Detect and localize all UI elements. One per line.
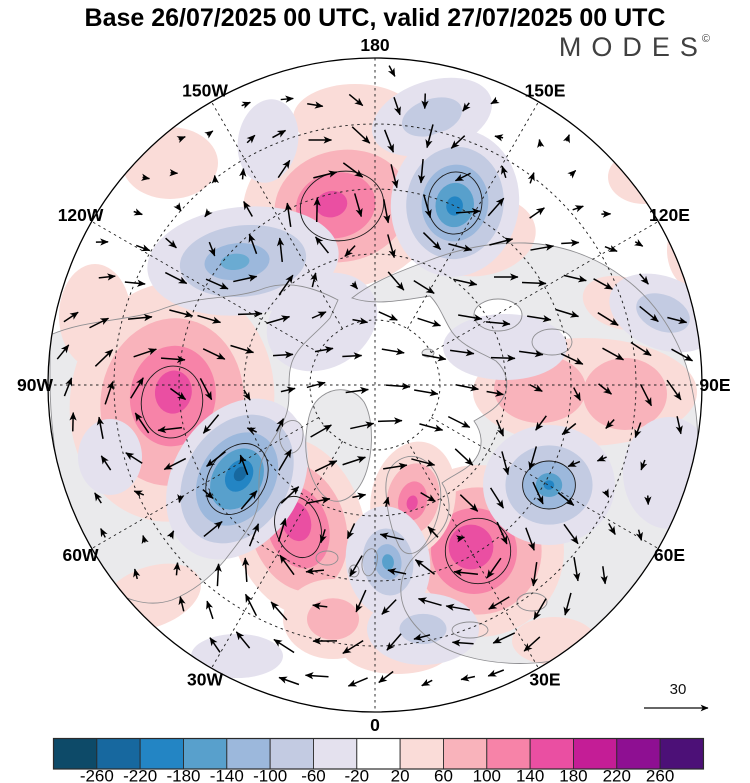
colorbar-cell xyxy=(486,738,531,770)
colorbar-tick-label: -140 xyxy=(210,767,244,783)
colorbar-tick-label: 260 xyxy=(646,767,674,783)
lon-label-150W: 150W xyxy=(182,81,228,101)
lon-label-120E: 120E xyxy=(649,205,690,225)
reference-vector-label: 30 xyxy=(670,681,687,698)
colorbar-tick-label: 180 xyxy=(559,767,587,783)
lon-label-0: 0 xyxy=(370,715,380,735)
colorbar-tick-label: 220 xyxy=(603,767,631,783)
colorbar-tick-label: 20 xyxy=(391,767,410,783)
polar-map xyxy=(48,58,702,712)
lon-label-30W: 30W xyxy=(187,669,223,689)
colorbar-cell xyxy=(96,738,141,770)
chart-title: Base 26/07/2025 00 UTC, valid 27/07/2025… xyxy=(84,4,666,32)
colorbar-cell xyxy=(356,738,401,770)
colorbar-tick-label: -220 xyxy=(123,767,157,783)
colorbar-cell xyxy=(529,738,574,770)
colorbar-tick-label: -180 xyxy=(166,767,200,783)
colorbar-cell xyxy=(183,738,228,770)
colorbar-cell xyxy=(269,738,314,770)
modes-logo-text: MODES xyxy=(558,32,708,62)
colorbar-cell xyxy=(313,738,358,770)
map-outer-circle xyxy=(47,57,703,713)
lon-label-90W: 90W xyxy=(17,375,53,395)
lon-label-120W: 120W xyxy=(58,205,104,225)
lon-label-90E: 90E xyxy=(699,375,730,395)
colorbar-tick-label: 100 xyxy=(473,767,501,783)
colorbar-cell xyxy=(399,738,444,770)
lon-label-180: 180 xyxy=(360,35,389,55)
reference-vector-key: 30 xyxy=(644,681,709,712)
lon-label-150E: 150E xyxy=(525,81,566,101)
colorbar-tick-label: -100 xyxy=(253,767,287,783)
lon-label-60W: 60W xyxy=(63,545,99,565)
colorbar-tick-label: -20 xyxy=(345,767,370,783)
coastlines xyxy=(49,242,699,664)
colorbar-cell xyxy=(659,738,704,770)
colorbar-tick-label: 60 xyxy=(434,767,453,783)
wind-vector-arrows xyxy=(56,65,694,687)
lon-label-60E: 60E xyxy=(654,545,685,565)
modes-logo: MODES© xyxy=(559,32,710,63)
colorbar-cell xyxy=(226,738,271,770)
colorbar: -260 -220 -180 -140 -100 -60 -20 20 60 100 140 180 2… xyxy=(52,737,705,783)
colorbar-tick-label: 140 xyxy=(516,767,544,783)
colorbar-tick-label: -60 xyxy=(301,767,326,783)
colorbar-cell xyxy=(53,738,98,770)
colorbar-cell xyxy=(573,738,618,770)
anomaly-contour-fills xyxy=(59,77,702,678)
colorbar-cell xyxy=(616,738,661,770)
graticule xyxy=(48,58,702,712)
colorbar-tick-label: -260 xyxy=(80,767,114,783)
colorbar-cell xyxy=(139,738,184,770)
colorbar-cell xyxy=(443,738,488,770)
copyright-mark: © xyxy=(701,33,710,45)
lon-label-30E: 30E xyxy=(529,669,560,689)
longitude-labels: 180 150E 120E 90E 60E 30E 0 30W 60W 90W 120W 150W xyxy=(17,35,731,735)
